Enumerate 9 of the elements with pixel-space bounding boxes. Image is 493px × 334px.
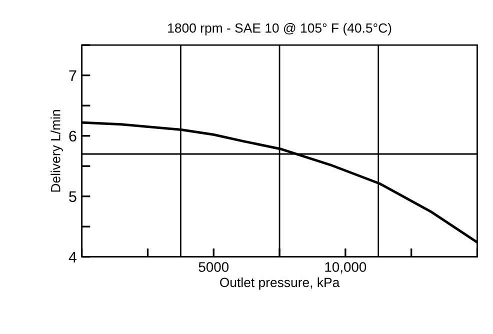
x-tick-label: 5000 <box>198 262 229 272</box>
y-tick-label: 5 <box>69 191 76 202</box>
chart-title: 1800 rpm - SAE 10 @ 105° F (40.5°C) <box>168 23 392 36</box>
x-tick-label: 10,000 <box>325 262 366 274</box>
y-tick-label: 4 <box>68 252 77 262</box>
y-tick-label: 6 <box>69 130 76 142</box>
y-axis-title: Delivery L/min <box>50 110 63 192</box>
y-tick-label: 7 <box>69 70 76 81</box>
x-axis-title: Outlet pressure, kPa <box>220 277 340 290</box>
